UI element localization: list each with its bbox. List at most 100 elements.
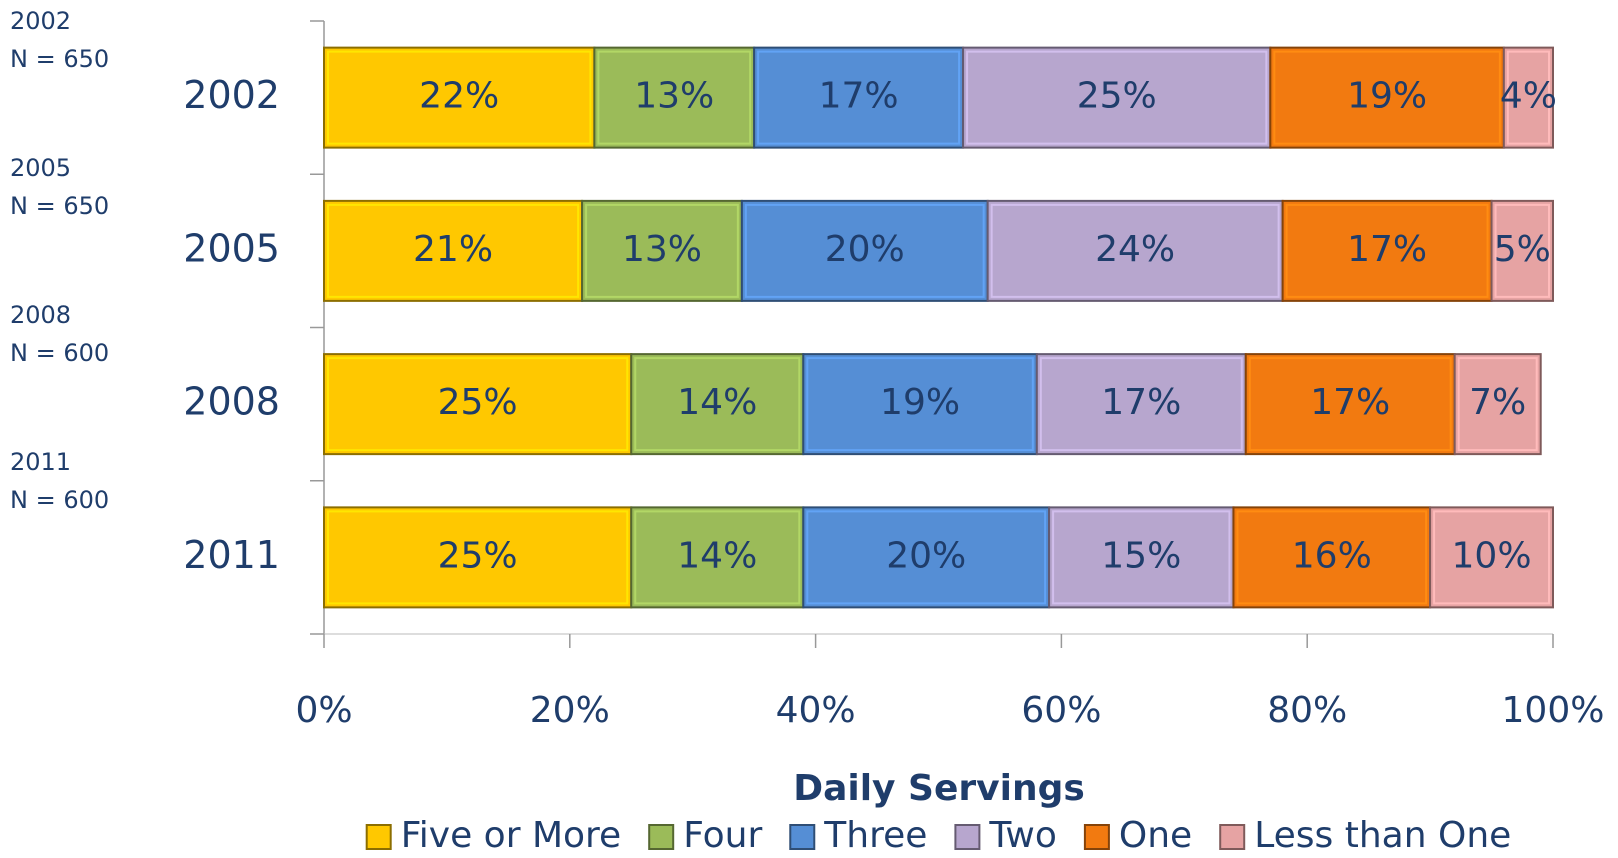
bar-bevel (1052, 510, 1231, 605)
bar-bevel (1236, 510, 1428, 605)
value-label: 17% (1347, 229, 1427, 270)
bar-segment (323, 506, 633, 609)
legend-swatch (954, 824, 981, 850)
value-label: 14% (677, 382, 757, 423)
bar-segment (1502, 46, 1554, 149)
x-tick-label: 80% (1267, 690, 1347, 731)
annotation: N = 650 (10, 45, 109, 73)
legend-label: Less than One (1254, 815, 1511, 856)
bar-bevel (327, 203, 580, 298)
annotation: 2008 (10, 301, 71, 329)
bar-bevel (634, 510, 801, 605)
bar-segment (1281, 199, 1493, 302)
bar-segment (630, 506, 805, 609)
value-label: 20% (825, 229, 905, 270)
category-label: 2011 (183, 533, 280, 577)
bar-segment (1490, 199, 1555, 302)
bar-bevel (327, 510, 629, 605)
category-label: 2002 (183, 73, 280, 117)
legend-label: Two (988, 815, 1057, 856)
annotation: 2002 (10, 7, 71, 35)
bar-bevel (806, 510, 1047, 605)
value-label: 13% (622, 229, 702, 270)
bar-segment (1244, 353, 1456, 456)
bar-segment (1035, 353, 1247, 456)
value-label: 14% (677, 535, 757, 576)
legend-swatch (365, 824, 392, 850)
value-label: 19% (1347, 76, 1427, 117)
value-label: 21% (413, 229, 493, 270)
x-tick-label: 60% (1021, 690, 1101, 731)
bar-bevel (1285, 203, 1489, 298)
bar-segment (753, 46, 965, 149)
bar-bevel (990, 203, 1280, 298)
bar-segment (323, 46, 596, 149)
legend-label: Five or More (401, 815, 622, 856)
bar-segment (1048, 506, 1235, 609)
value-label: 24% (1095, 229, 1175, 270)
bar-bevel (1248, 357, 1452, 452)
bar-segment (1429, 506, 1554, 609)
value-label: 17% (1310, 382, 1390, 423)
bar-bevel (1039, 357, 1243, 452)
bar-bevel (744, 203, 985, 298)
bar-segment (986, 199, 1284, 302)
bar-segment (740, 199, 989, 302)
x-tick-label: 40% (776, 690, 856, 731)
bar-bevel (1433, 510, 1550, 605)
value-label: 22% (419, 76, 499, 117)
legend-label: Three (823, 815, 927, 856)
annotation: N = 600 (10, 486, 109, 514)
bar-segment (802, 353, 1038, 456)
category-label: 2008 (183, 380, 280, 424)
x-tick-label: 20% (530, 690, 610, 731)
bar-bevel (1273, 50, 1501, 145)
value-label: 25% (438, 535, 518, 576)
bar-segment (630, 353, 805, 456)
annotation: N = 650 (10, 192, 109, 220)
legend-swatch (789, 824, 816, 850)
value-label: 17% (819, 76, 899, 117)
value-label: 5% (1494, 229, 1551, 270)
bar-bevel (1506, 50, 1550, 145)
bar-segment (1269, 46, 1505, 149)
annotation: 2011 (10, 448, 71, 476)
bar-bevel (327, 357, 629, 452)
legend-label: Four (683, 815, 762, 856)
bar-segment (323, 353, 633, 456)
value-label: 13% (634, 76, 714, 117)
bar-bevel (597, 50, 752, 145)
value-label: 15% (1101, 535, 1181, 576)
legend-label: One (1119, 815, 1192, 856)
value-label: 7% (1469, 382, 1526, 423)
value-label: 16% (1292, 535, 1372, 576)
value-label: 4% (1500, 76, 1557, 117)
annotation: 2005 (10, 154, 71, 182)
value-label: 17% (1101, 382, 1181, 423)
bar-segment (802, 506, 1051, 609)
bar-bevel (585, 203, 739, 298)
value-label: 25% (1077, 76, 1157, 117)
annotation: N = 600 (10, 339, 109, 367)
value-label: 25% (438, 382, 518, 423)
bar-bevel (966, 50, 1268, 145)
legend-swatch (1083, 824, 1110, 850)
value-label: 10% (1452, 535, 1532, 576)
legend-swatch (648, 824, 675, 850)
bar-bevel (634, 357, 801, 452)
bar-segment (1453, 353, 1542, 456)
legend-swatch (1219, 824, 1246, 850)
bar-bevel (806, 357, 1034, 452)
bar-bevel (1494, 203, 1551, 298)
value-label: 20% (886, 535, 966, 576)
bar-bevel (757, 50, 961, 145)
bar-segment (593, 46, 756, 149)
x-axis-title: Daily Servings (793, 768, 1085, 809)
bar-segment (1232, 506, 1432, 609)
value-label: 19% (880, 382, 960, 423)
x-tick-label: 0% (295, 690, 352, 731)
x-tick-label: 100% (1502, 690, 1605, 731)
category-label: 2005 (183, 226, 280, 270)
bar-bevel (327, 50, 592, 145)
